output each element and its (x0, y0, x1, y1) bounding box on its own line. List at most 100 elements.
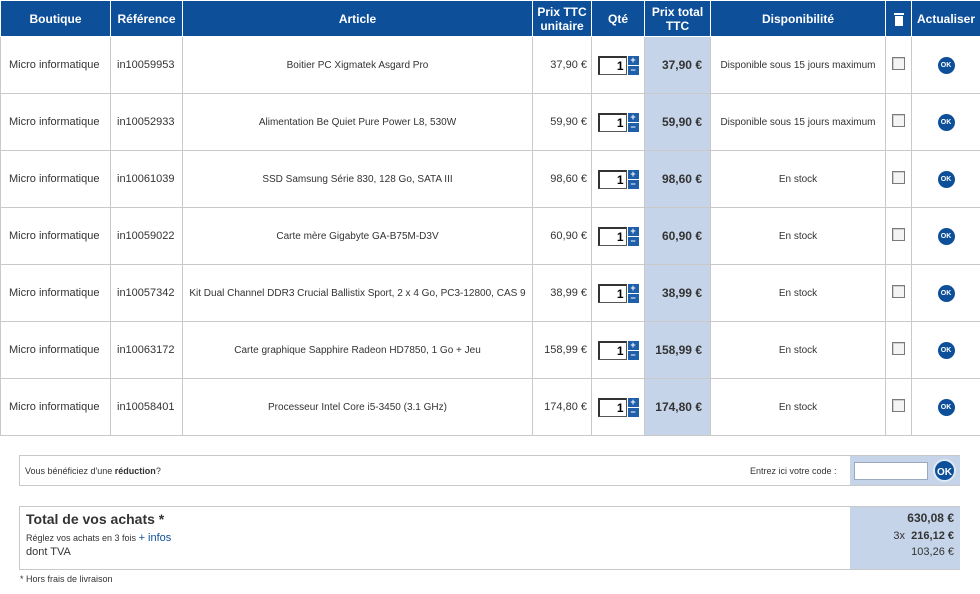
qty-plus-button[interactable]: + (627, 226, 639, 236)
cell-article: Processeur Intel Core i5-3450 (3.1 GHz) (182, 378, 533, 436)
quantity-input[interactable] (597, 55, 627, 75)
header-total-line1: Prix total (651, 4, 704, 19)
header-reference: Référence (110, 0, 183, 37)
promo-code-input[interactable] (854, 462, 928, 480)
cell-article: Kit Dual Channel DDR3 Crucial Ballistix … (182, 264, 533, 322)
cell-shop: Micro informatique (0, 93, 111, 151)
qty-plus-button[interactable]: + (627, 283, 639, 293)
cell-update: OK (911, 321, 980, 379)
qty-plus-button[interactable]: + (627, 340, 639, 350)
installments-text: Réglez vos achats en 3 fois + infos (26, 532, 171, 544)
delete-checkbox[interactable] (892, 114, 905, 127)
cell-qty: + − (591, 93, 645, 151)
delete-checkbox[interactable] (892, 57, 905, 70)
cell-availability: Disponible sous 15 jours maximum (710, 93, 886, 151)
cell-unit-price: 59,90 € (532, 93, 592, 151)
cell-qty: + − (591, 207, 645, 265)
qty-minus-button[interactable]: − (627, 293, 639, 303)
cell-shop: Micro informatique (0, 321, 111, 379)
table-row: Micro informatique in10063172 Carte grap… (0, 321, 980, 379)
header-shop: Boutique (0, 0, 111, 37)
cell-total-price: 174,80 € (644, 378, 711, 436)
installments-info-link[interactable]: + infos (138, 532, 172, 544)
totals-box: Total de vos achats * Réglez vos achats … (19, 506, 960, 570)
update-ok-button[interactable]: OK (937, 341, 955, 359)
table-row: Micro informatique in10052933 Alimentati… (0, 93, 980, 151)
qty-plus-button[interactable]: + (627, 55, 639, 65)
delete-checkbox[interactable] (892, 228, 905, 241)
update-ok-button[interactable]: OK (937, 227, 955, 245)
cell-qty: + − (591, 150, 645, 208)
delete-checkbox[interactable] (892, 399, 905, 412)
installments-prefix: 3x (893, 530, 906, 542)
qty-minus-button[interactable]: − (627, 65, 639, 75)
delete-checkbox[interactable] (892, 342, 905, 355)
cell-total-price: 60,90 € (644, 207, 711, 265)
reduction-text: Vous bénéficiez d'une réduction? (25, 466, 161, 476)
cell-reference: in10061039 (110, 150, 183, 208)
table-row: Micro informatique in10059022 Carte mère… (0, 207, 980, 265)
header-unit-price-line2: unitaire (540, 18, 584, 33)
cell-reference: in10058401 (110, 378, 183, 436)
qty-plus-button[interactable]: + (627, 169, 639, 179)
totals-values-panel: 630,08 € 3x 216,12 € 103,26 € (850, 507, 960, 569)
cell-update: OK (911, 207, 980, 265)
cell-availability: En stock (710, 207, 886, 265)
cell-update: OK (911, 36, 980, 94)
delete-checkbox[interactable] (892, 171, 905, 184)
quantity-input[interactable] (597, 112, 627, 132)
vat-amount: 103,26 € (911, 546, 954, 558)
cell-reference: in10059022 (110, 207, 183, 265)
header-article: Article (182, 0, 533, 37)
cell-availability: En stock (710, 150, 886, 208)
update-ok-button[interactable]: OK (937, 398, 955, 416)
qty-minus-button[interactable]: − (627, 236, 639, 246)
quantity-input[interactable] (597, 340, 627, 360)
totals-title: Total de vos achats * (26, 511, 165, 527)
qty-minus-button[interactable]: − (627, 407, 639, 417)
qty-plus-button[interactable]: + (627, 112, 639, 122)
cell-shop: Micro informatique (0, 378, 111, 436)
promo-code-label: Entrez ici votre code : (750, 466, 837, 476)
cell-delete (885, 378, 912, 436)
cell-delete (885, 36, 912, 94)
qty-minus-button[interactable]: − (627, 350, 639, 360)
qty-minus-button[interactable]: − (627, 179, 639, 189)
cell-delete (885, 150, 912, 208)
cell-delete (885, 93, 912, 151)
cell-availability: En stock (710, 378, 886, 436)
cell-unit-price: 174,80 € (532, 378, 592, 436)
cell-article: Alimentation Be Quiet Pure Power L8, 530… (182, 93, 533, 151)
cell-shop: Micro informatique (0, 207, 111, 265)
update-ok-button[interactable]: OK (937, 56, 955, 74)
cell-delete (885, 207, 912, 265)
quantity-input[interactable] (597, 226, 627, 246)
cart-table: Boutique Référence Article Prix TTC unita… (0, 0, 980, 436)
cell-total-price: 59,90 € (644, 93, 711, 151)
header-total-line2: TTC (665, 18, 690, 33)
cell-shop: Micro informatique (0, 36, 111, 94)
promo-ok-button[interactable]: OK (933, 459, 956, 482)
cell-reference: in10052933 (110, 93, 183, 151)
reduction-text-after: ? (155, 466, 161, 476)
reduction-box: Vous bénéficiez d'une réduction? Entrez … (19, 455, 960, 486)
update-ok-button[interactable]: OK (937, 284, 955, 302)
header-update: Actualiser (911, 0, 980, 37)
update-ok-button[interactable]: OK (937, 113, 955, 131)
footnote: * Hors frais de livraison (20, 574, 113, 584)
cell-shop: Micro informatique (0, 150, 111, 208)
header-delete (885, 0, 912, 37)
cell-article: Boitier PC Xigmatek Asgard Pro (182, 36, 533, 94)
cell-availability: En stock (710, 321, 886, 379)
quantity-input[interactable] (597, 283, 627, 303)
vat-label: dont TVA (26, 546, 71, 558)
cell-availability: En stock (710, 264, 886, 322)
qty-minus-button[interactable]: − (627, 122, 639, 132)
update-ok-button[interactable]: OK (937, 170, 955, 188)
reduction-text-bold: réduction (114, 466, 156, 476)
delete-checkbox[interactable] (892, 285, 905, 298)
qty-plus-button[interactable]: + (627, 397, 639, 407)
cell-unit-price: 98,60 € (532, 150, 592, 208)
quantity-input[interactable] (597, 169, 627, 189)
quantity-input[interactable] (597, 397, 627, 417)
